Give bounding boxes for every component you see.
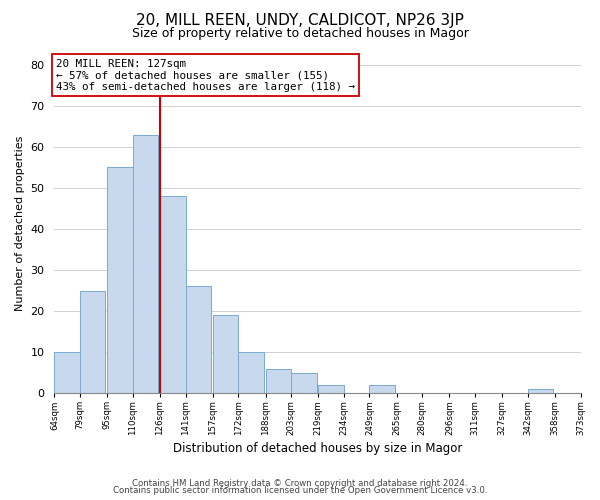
Bar xyxy=(213,315,238,393)
Bar xyxy=(319,385,344,393)
Bar xyxy=(107,168,133,393)
Y-axis label: Number of detached properties: Number of detached properties xyxy=(15,135,25,310)
Bar xyxy=(80,290,106,393)
Bar xyxy=(370,385,395,393)
Text: Contains public sector information licensed under the Open Government Licence v3: Contains public sector information licen… xyxy=(113,486,487,495)
Text: Contains HM Land Registry data © Crown copyright and database right 2024.: Contains HM Land Registry data © Crown c… xyxy=(132,478,468,488)
Bar xyxy=(291,372,317,393)
Bar xyxy=(133,134,158,393)
Text: Size of property relative to detached houses in Magor: Size of property relative to detached ho… xyxy=(131,28,469,40)
Bar xyxy=(185,286,211,393)
Text: 20 MILL REEN: 127sqm
← 57% of detached houses are smaller (155)
43% of semi-deta: 20 MILL REEN: 127sqm ← 57% of detached h… xyxy=(56,58,355,92)
Text: 20, MILL REEN, UNDY, CALDICOT, NP26 3JP: 20, MILL REEN, UNDY, CALDICOT, NP26 3JP xyxy=(136,12,464,28)
Bar xyxy=(160,196,185,393)
Bar xyxy=(266,368,291,393)
Bar xyxy=(528,389,553,393)
Bar xyxy=(55,352,80,393)
Bar xyxy=(238,352,264,393)
X-axis label: Distribution of detached houses by size in Magor: Distribution of detached houses by size … xyxy=(173,442,462,455)
